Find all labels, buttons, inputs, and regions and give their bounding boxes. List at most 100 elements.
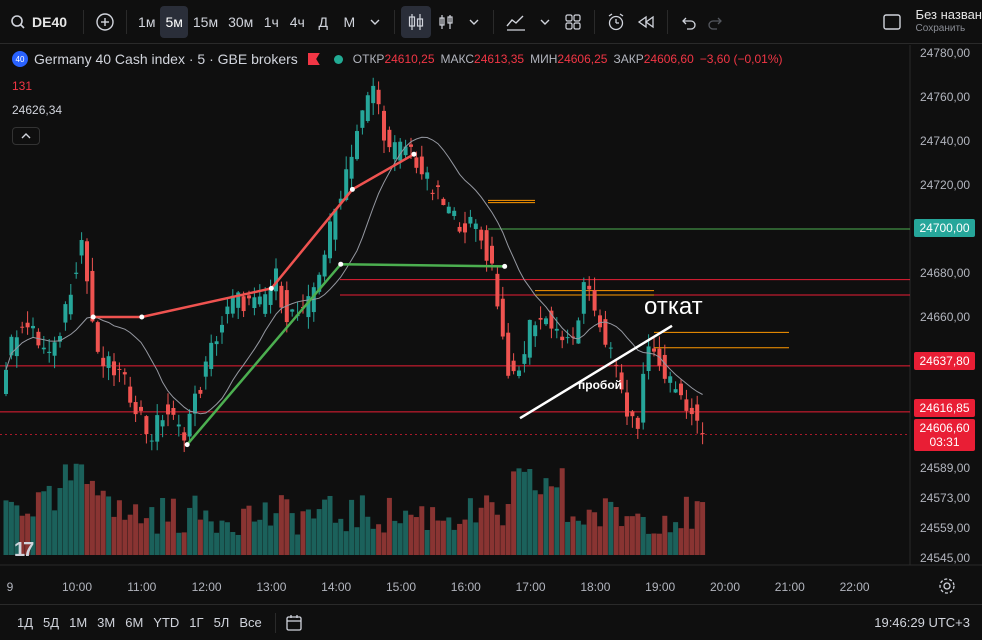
candle-body — [209, 342, 214, 369]
layout-status: Сохранить — [915, 23, 966, 34]
indicators-button[interactable] — [500, 6, 532, 38]
divider — [126, 9, 128, 34]
indicators-icon — [506, 15, 526, 31]
volume-bar — [667, 532, 673, 555]
candle-body — [317, 274, 322, 292]
volume-bar — [52, 510, 58, 555]
candle-body — [603, 319, 608, 345]
range-1d[interactable]: 1Д — [17, 615, 34, 630]
volume-bar — [430, 507, 436, 555]
market-status-icon — [333, 54, 343, 64]
collapse-legend-button[interactable] — [12, 127, 40, 145]
interval-1h[interactable]: 1ч — [263, 13, 279, 30]
interval-5m[interactable]: 5м — [160, 5, 188, 38]
volume-bar — [640, 517, 646, 555]
calendar-range-icon[interactable] — [284, 613, 304, 633]
interval-1m[interactable]: 1м — [138, 13, 156, 30]
candle-body — [241, 296, 246, 312]
candle-body — [436, 185, 440, 187]
candle-body — [95, 322, 100, 352]
range-1y[interactable]: 1Г — [189, 615, 204, 630]
interval-30m[interactable]: 30м — [228, 13, 254, 30]
range-ytd[interactable]: YTD — [153, 615, 180, 630]
volume-bar — [565, 521, 571, 555]
open-value: 24610,25 — [384, 52, 435, 66]
low-label: МИН — [530, 52, 558, 66]
zigzag-point — [502, 263, 508, 269]
range-all[interactable]: Все — [239, 615, 262, 630]
gear-icon[interactable] — [938, 577, 956, 595]
candle-body — [511, 360, 516, 372]
range-3m[interactable]: 3М — [97, 615, 116, 630]
volume-bar — [106, 496, 112, 555]
divider — [493, 9, 495, 34]
candle-body — [9, 336, 14, 356]
symbol-logo: 40 — [12, 51, 28, 67]
alert-button[interactable] — [601, 6, 631, 38]
candle-body — [338, 198, 343, 204]
candle-body — [571, 336, 575, 338]
moving-average-line — [5, 136, 703, 415]
chart-type-dropdown[interactable] — [461, 6, 487, 38]
interval-day[interactable]: Д — [318, 13, 329, 30]
volume-bar — [543, 478, 549, 555]
volume-bar — [516, 468, 522, 555]
range-6m[interactable]: 6М — [125, 615, 144, 630]
volume-bar — [14, 505, 20, 555]
open-label: ОТКР — [352, 52, 385, 66]
volume-bar — [462, 519, 468, 555]
candle-body — [106, 356, 111, 368]
redo-button[interactable] — [702, 6, 730, 38]
interval-dropdown[interactable] — [362, 6, 388, 38]
volume-bar — [138, 523, 144, 555]
annotation-otkat[interactable]: откат — [644, 293, 703, 320]
candle-body — [144, 416, 149, 435]
candles-button[interactable] — [401, 5, 432, 38]
volume-bar — [89, 480, 95, 555]
volume-bar — [273, 513, 279, 555]
candle-body — [252, 297, 257, 309]
flag-icon[interactable] — [307, 53, 320, 65]
volume-bar — [381, 532, 387, 555]
interval-4h[interactable]: 4ч — [289, 13, 305, 30]
volume-bar — [295, 534, 301, 555]
change-value: −3,60 (−0,01%) — [699, 52, 783, 66]
replay-button[interactable] — [631, 6, 661, 38]
volume-bar — [224, 522, 230, 555]
range-1m[interactable]: 1М — [69, 615, 88, 630]
bottom-toolbar: 1Д 5Д 1М 3М 6М YTD 1Г 5Л Все 19:46:29 UT… — [0, 604, 982, 640]
candle-body — [122, 372, 127, 375]
volume-bar — [192, 495, 198, 555]
ma-value: 24626,34 — [12, 103, 63, 117]
chart-area[interactable]: 24780,00 24760,00 24740,00 24720,00 24680,00… — [0, 45, 982, 604]
candle-body — [25, 322, 30, 328]
candle-body — [392, 142, 397, 160]
compare-button[interactable] — [90, 6, 120, 38]
volume-bar — [289, 513, 295, 555]
clock[interactable]: 19:46:29 UTC+3 — [874, 615, 970, 630]
layout-save-button[interactable]: Без назван Сохранить — [882, 8, 982, 36]
legend-title[interactable]: Germany 40 Cash index · 5 · GBE brokers — [34, 51, 298, 67]
volume-bar — [413, 517, 419, 555]
divider — [83, 9, 85, 34]
candle-body — [684, 399, 689, 411]
price-chart[interactable]: 24780,00 24760,00 24740,00 24720,00 24680,00… — [0, 45, 982, 604]
chart-type-button[interactable] — [431, 6, 461, 38]
templates-button[interactable] — [558, 6, 588, 38]
indicators-dropdown[interactable] — [532, 6, 558, 38]
time-tick-label: 17:00 — [516, 580, 546, 594]
candle-body — [171, 408, 176, 415]
candle-body — [112, 361, 116, 376]
volume-bar — [370, 528, 376, 555]
interval-month[interactable]: М — [343, 13, 356, 30]
candle-body — [495, 273, 500, 307]
range-5y[interactable]: 5Л — [213, 615, 230, 630]
symbol-search[interactable]: DE40 — [0, 0, 77, 43]
search-icon — [11, 14, 25, 29]
undo-button[interactable] — [674, 6, 702, 38]
annotation-proboy[interactable]: пробой — [578, 378, 623, 392]
range-5d[interactable]: 5Д — [43, 615, 60, 630]
volume-bar — [392, 520, 398, 555]
volume-bar — [532, 490, 538, 555]
interval-15m[interactable]: 15м — [192, 13, 219, 30]
